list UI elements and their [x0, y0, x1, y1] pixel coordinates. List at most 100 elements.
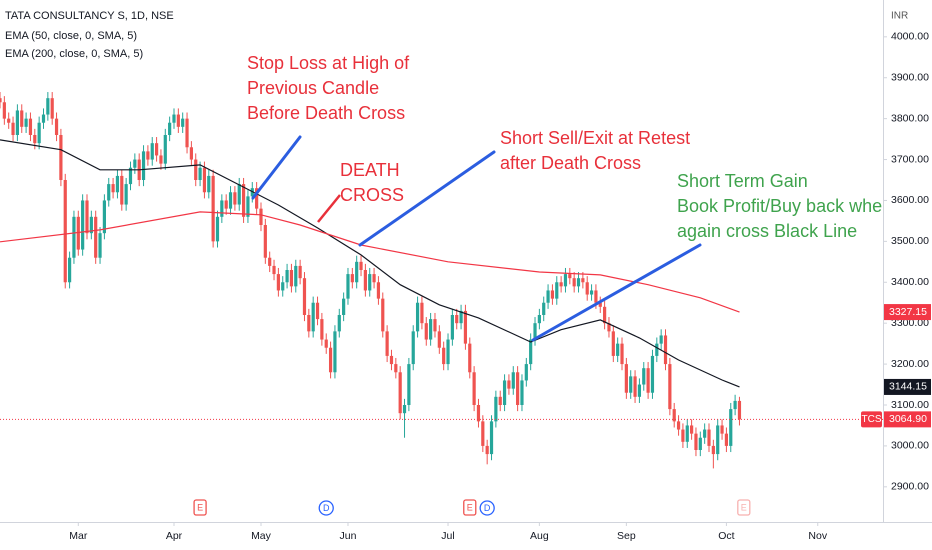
x-tick-label: Nov	[808, 530, 827, 542]
candle-body	[433, 319, 437, 332]
candle-body	[315, 302, 320, 320]
chart-title: TATA CONSULTANCY S, 1D, NSE	[5, 10, 174, 22]
candle-body	[241, 184, 246, 217]
candle-body	[124, 184, 128, 205]
candle-body	[498, 396, 502, 405]
candle-body	[176, 114, 180, 127]
candle-body	[159, 155, 163, 164]
candle-body	[207, 175, 211, 193]
candle-body	[98, 233, 102, 258]
candle-body	[33, 135, 37, 144]
candle-body	[603, 306, 607, 324]
candle-body	[215, 216, 220, 242]
candle-body	[224, 200, 228, 209]
candle-body	[372, 274, 376, 283]
y-tick-label: 3900.00	[891, 72, 929, 84]
candle-body	[485, 445, 489, 455]
candle-body	[115, 175, 120, 193]
candle-body	[455, 315, 459, 324]
earnings-marker	[193, 499, 207, 516]
candle-body	[450, 315, 454, 340]
candle-body	[516, 372, 520, 405]
arrow-line	[358, 150, 496, 247]
event-label: D	[323, 503, 330, 513]
candle-body	[729, 409, 733, 446]
earnings-marker	[737, 499, 751, 516]
candle-body	[442, 347, 446, 365]
candle-body	[568, 274, 572, 279]
candle-body	[337, 315, 341, 332]
candle-body	[711, 445, 715, 455]
candle-body	[594, 290, 598, 303]
legend-entry: EMA (200, close, 0, SMA, 5)	[5, 48, 143, 60]
candle-body	[120, 175, 124, 205]
candle-body	[424, 323, 428, 340]
candle-body	[285, 270, 289, 283]
event-label: E	[741, 502, 747, 512]
candle-body	[398, 372, 402, 414]
candle-body	[150, 143, 154, 160]
candle-body	[385, 331, 389, 356]
candle-body	[633, 376, 637, 397]
annotation-text: Previous Candle	[247, 78, 379, 98]
candle-body	[459, 310, 463, 324]
ema-line	[0, 139, 740, 388]
candle-body	[41, 114, 46, 123]
candle-body	[228, 192, 233, 209]
earnings-marker	[463, 499, 477, 516]
candle-body	[67, 257, 72, 283]
candle-body	[616, 343, 620, 356]
candle-body	[555, 282, 559, 299]
candle-body	[733, 400, 737, 410]
y-tick-label: 3000.00	[891, 440, 929, 452]
candle-body	[46, 98, 50, 115]
candle-body	[650, 355, 655, 393]
candle-body	[154, 143, 159, 156]
x-tick-label: Aug	[530, 530, 549, 542]
candle-body	[598, 302, 602, 307]
annotation-text: CROSS	[340, 185, 404, 205]
y-tick-label: 2900.00	[891, 481, 929, 493]
candle-body	[342, 298, 346, 315]
death-cross-pointer	[317, 194, 341, 223]
candle-body	[28, 118, 33, 135]
candle-body	[324, 339, 328, 348]
candle-body	[7, 118, 11, 123]
candle-body	[550, 290, 555, 299]
candle-body	[502, 380, 507, 405]
candle-body	[350, 274, 354, 283]
x-tick-label: May	[251, 530, 272, 542]
y-tick-label: 3400.00	[891, 276, 929, 288]
candle-body	[611, 331, 615, 356]
candle-body	[707, 429, 711, 446]
candle-body	[294, 265, 298, 287]
candle-body	[272, 265, 276, 275]
candle-body	[302, 278, 307, 315]
candle-body	[542, 302, 546, 315]
candle-body	[672, 409, 676, 422]
candle-body	[563, 274, 568, 287]
x-tick-label: Oct	[718, 530, 734, 542]
candle-body	[716, 425, 720, 455]
candle-body	[663, 335, 668, 365]
candle-body	[15, 110, 19, 135]
candle-body	[607, 323, 611, 332]
x-tick-label: Apr	[166, 530, 183, 542]
arrow-line	[251, 135, 302, 200]
candle-body	[685, 425, 689, 442]
candle-body	[520, 380, 524, 405]
candle-body	[389, 355, 394, 365]
event-label: E	[197, 502, 203, 512]
candle-body	[259, 208, 263, 225]
candle-body	[494, 396, 498, 422]
symbol-badge	[861, 411, 882, 428]
candle-body	[185, 118, 189, 148]
price-badge-label: 3064.90	[889, 413, 927, 425]
candle-body	[307, 315, 311, 332]
candle-body	[141, 151, 146, 180]
candle-body	[559, 282, 563, 287]
candle-body	[0, 98, 2, 103]
candle-body	[89, 216, 93, 234]
candle-body	[246, 196, 250, 217]
